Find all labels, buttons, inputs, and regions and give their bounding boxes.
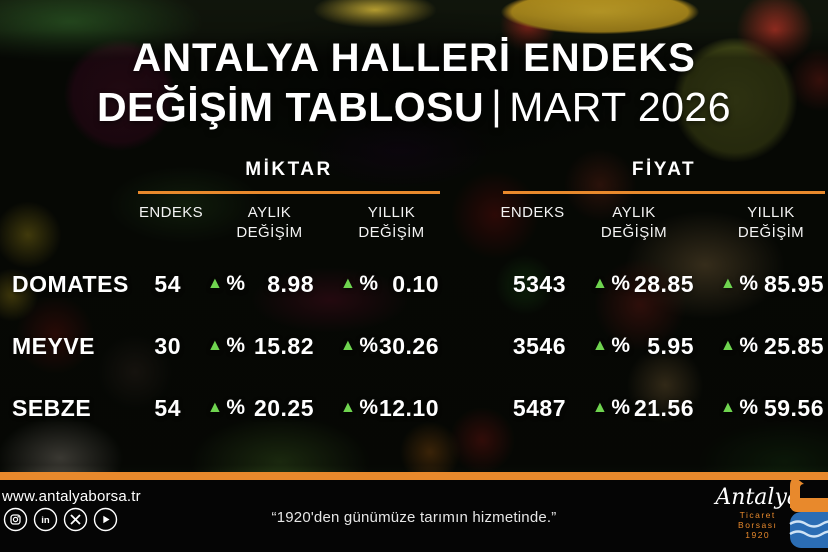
logo-monogram-icon <box>782 476 828 552</box>
fiyat-endeks-value: 3546 <box>512 332 566 359</box>
miktar-endeks-value: 54 <box>154 394 181 421</box>
table-row-sebze: SEBZE 54 ▲% 20.25 ▲% 12.10 5487 ▲% 21.56… <box>0 377 828 439</box>
miktar-aylik-change: ▲% 15.82 <box>185 333 318 360</box>
percent-sign: % <box>226 272 246 295</box>
logo-name: Antalya <box>715 485 800 510</box>
percent-sign: % <box>739 272 759 295</box>
miktar-yillik-change: ▲% 12.10 <box>318 395 443 422</box>
table-body: DOMATES 54 ▲% 8.98 ▲% 0.10 5343 ▲% 28.85… <box>0 253 828 439</box>
title-line2: DEĞİŞİM TABLOSU | MART 2026 <box>0 82 828 132</box>
section-fiyat-label: FİYAT <box>631 159 697 180</box>
column-header-fiyat-endeks: ENDEKS <box>500 204 565 221</box>
miktar-yillik-change: ▲% 30.26 <box>318 333 443 360</box>
up-arrow-icon: ▲ <box>340 337 357 354</box>
table-row-domates: DOMATES 54 ▲% 8.98 ▲% 0.10 5343 ▲% 28.85… <box>0 253 828 315</box>
logo-sub1: Ticaret <box>739 510 776 520</box>
website-link[interactable]: www.antalyaborsa.tr <box>2 488 141 505</box>
orange-divider-miktar <box>138 191 440 194</box>
title-line2-bold: DEĞİŞİM TABLOSU <box>96 84 485 130</box>
logo-sub2: Borsası <box>738 520 778 530</box>
miktar-yillik-value: 12.10 <box>378 394 439 421</box>
miktar-endeks-value: 54 <box>154 270 181 297</box>
row-label: DOMATES <box>12 270 129 297</box>
column-header-fiyat-aylik: AYLIK DEĞİŞİM <box>600 204 668 241</box>
miktar-aylik-change: ▲% 20.25 <box>185 395 318 422</box>
up-arrow-icon: ▲ <box>720 399 737 416</box>
percent-sign: % <box>226 396 246 419</box>
row-label: MEYVE <box>12 332 96 359</box>
title-line1: ANTALYA HALLERİ ENDEKS <box>132 36 696 80</box>
percent-sign: % <box>739 334 759 357</box>
up-arrow-icon: ▲ <box>340 275 357 292</box>
percent-sign: % <box>611 272 631 295</box>
linkedin-icon[interactable]: in <box>33 507 58 532</box>
orange-divider-fiyat <box>503 191 825 194</box>
column-headers: ENDEKS AYLIK DEĞİŞİM YILLIK DEĞİŞİM ENDE… <box>0 203 828 242</box>
percent-sign: % <box>359 334 379 357</box>
up-arrow-icon: ▲ <box>207 337 224 354</box>
miktar-endeks-value: 30 <box>154 332 181 359</box>
miktar-aylik-change: ▲% 8.98 <box>185 271 318 298</box>
up-arrow-icon: ▲ <box>207 399 224 416</box>
svg-text:in: in <box>41 515 50 526</box>
column-header-miktar-endeks: ENDEKS <box>138 204 204 221</box>
fiyat-aylik-change: ▲% 21.56 <box>570 395 698 422</box>
instagram-icon[interactable] <box>3 507 28 532</box>
footer: www.antalyaborsa.tr in <box>0 478 828 552</box>
percent-sign: % <box>739 396 759 419</box>
x-twitter-icon[interactable] <box>63 507 88 532</box>
percent-sign: % <box>359 272 379 295</box>
logo-antalya-ticaret-borsasi: Antalya Ticaret Borsası 1920 <box>715 485 800 541</box>
up-arrow-icon: ▲ <box>592 275 609 292</box>
up-arrow-icon: ▲ <box>207 275 224 292</box>
column-header-fiyat-yillik: YILLIK DEĞİŞİM <box>737 204 805 241</box>
percent-sign: % <box>359 396 379 419</box>
up-arrow-icon: ▲ <box>720 275 737 292</box>
up-arrow-icon: ▲ <box>592 399 609 416</box>
section-header-miktar: MİKTAR <box>138 159 440 194</box>
fiyat-aylik-value: 5.95 <box>647 332 694 359</box>
row-label: SEBZE <box>12 394 92 421</box>
column-header-miktar-aylik: AYLIK DEĞİŞİM <box>236 204 303 241</box>
column-header-empty <box>0 203 105 242</box>
youtube-icon[interactable] <box>93 507 118 532</box>
column-header-miktar-yillik: YILLIK DEĞİŞİM <box>358 204 425 241</box>
fiyat-yillik-value: 85.95 <box>763 270 824 297</box>
fiyat-yillik-change: ▲% 59.56 <box>698 395 828 422</box>
fiyat-yillik-value: 25.85 <box>763 332 824 359</box>
miktar-yillik-value: 0.10 <box>392 270 439 297</box>
section-miktar-label: MİKTAR <box>245 159 333 180</box>
title-month: MART 2026 <box>509 84 732 130</box>
miktar-yillik-value: 30.26 <box>378 332 439 359</box>
fiyat-endeks-value: 5343 <box>512 270 566 297</box>
miktar-yillik-change: ▲% 0.10 <box>318 271 443 298</box>
footer-quote: “1920'den günümüze tarımın hizmetinde.” <box>271 509 557 526</box>
up-arrow-icon: ▲ <box>592 337 609 354</box>
percent-sign: % <box>611 396 631 419</box>
logo-year: 1920 <box>745 530 771 540</box>
miktar-aylik-value: 20.25 <box>253 394 314 421</box>
section-header-fiyat: FİYAT <box>503 159 825 194</box>
up-arrow-icon: ▲ <box>340 399 357 416</box>
percent-sign: % <box>611 334 631 357</box>
page-title: ANTALYA HALLERİ ENDEKS DEĞİŞİM TABLOSU | M… <box>0 34 828 132</box>
miktar-aylik-value: 8.98 <box>267 270 314 297</box>
percent-sign: % <box>226 334 246 357</box>
fiyat-aylik-value: 28.85 <box>633 270 694 297</box>
title-divider: | <box>491 82 503 128</box>
up-arrow-icon: ▲ <box>720 337 737 354</box>
fiyat-yillik-value: 59.56 <box>763 394 824 421</box>
fiyat-aylik-change: ▲% 28.85 <box>570 271 698 298</box>
fiyat-endeks-value: 5487 <box>512 394 566 421</box>
social-icons: in <box>3 507 118 532</box>
fiyat-aylik-value: 21.56 <box>633 394 694 421</box>
fiyat-yillik-change: ▲% 25.85 <box>698 333 828 360</box>
table-row-meyve: MEYVE 30 ▲% 15.82 ▲% 30.26 3546 ▲% 5.95 … <box>0 315 828 377</box>
fiyat-yillik-change: ▲% 85.95 <box>698 271 828 298</box>
orange-footer-stripe <box>0 472 828 480</box>
miktar-aylik-value: 15.82 <box>253 332 314 359</box>
fiyat-aylik-change: ▲% 5.95 <box>570 333 698 360</box>
